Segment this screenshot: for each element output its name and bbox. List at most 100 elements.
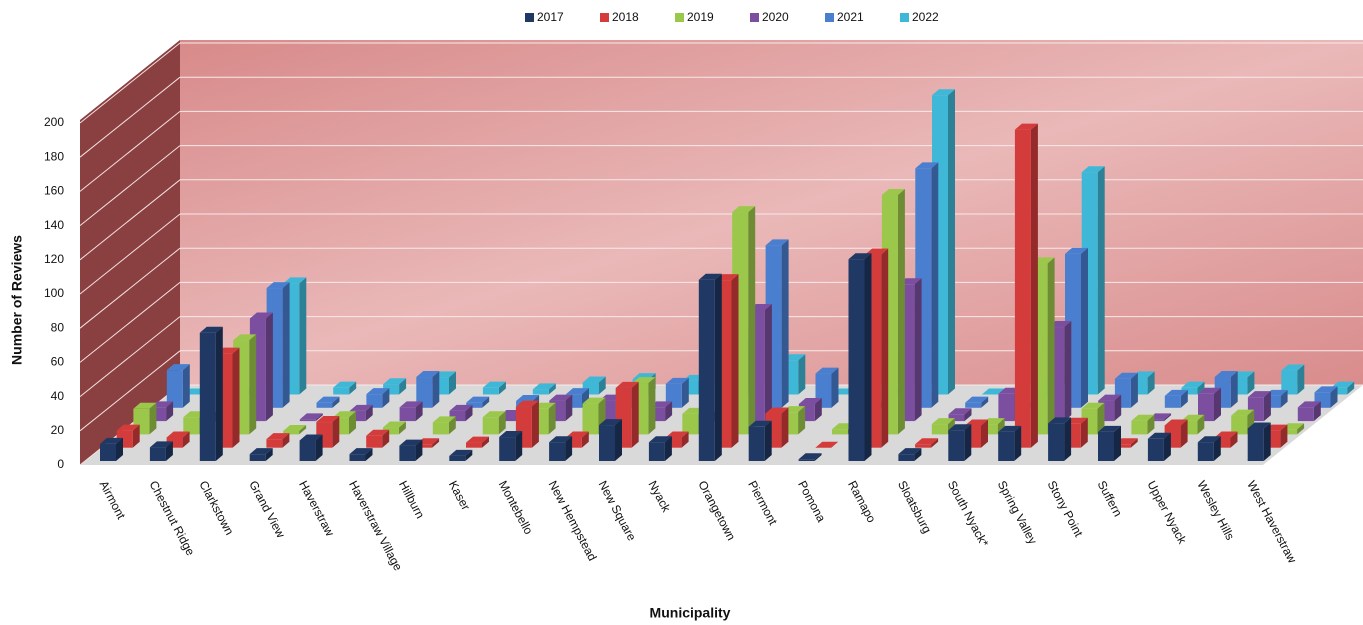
- bar: [549, 442, 566, 461]
- x-tick-label: Kaser: [446, 478, 473, 512]
- bar: [349, 410, 366, 422]
- bar: [1264, 395, 1281, 408]
- bar-side: [1114, 394, 1122, 422]
- bar-side: [399, 378, 407, 395]
- bar-side: [1230, 371, 1238, 408]
- bar-side: [432, 371, 440, 408]
- bar-side: [498, 411, 506, 435]
- bar-top: [233, 334, 257, 341]
- bar-side: [798, 406, 806, 435]
- bar-top: [948, 424, 972, 431]
- bar: [682, 413, 699, 435]
- bar-side: [1280, 424, 1288, 448]
- bar-top: [349, 448, 373, 455]
- bar-top: [1181, 414, 1205, 421]
- bar-top: [998, 425, 1022, 432]
- legend-swatch: [675, 13, 684, 22]
- bar-top: [399, 401, 423, 408]
- bar: [1114, 444, 1131, 448]
- bar: [1198, 393, 1214, 422]
- bar-side: [764, 303, 772, 422]
- bar-side: [182, 364, 190, 408]
- bar-top: [1081, 402, 1105, 409]
- bar-top: [1314, 386, 1338, 393]
- bar-side: [1064, 417, 1072, 461]
- bar: [1014, 129, 1031, 448]
- bar: [333, 387, 350, 395]
- bar-side: [448, 416, 456, 435]
- bar-side: [581, 431, 589, 448]
- bar-top: [748, 420, 772, 427]
- bar-side: [931, 438, 939, 448]
- bar: [449, 410, 466, 422]
- bar-top: [565, 431, 589, 438]
- bar: [466, 442, 482, 448]
- x-tick-label: Airmont: [97, 478, 129, 522]
- bar-side: [232, 347, 240, 448]
- y-tick-label: 40: [51, 389, 65, 403]
- bar-top: [166, 364, 190, 371]
- bar-side: [398, 421, 406, 435]
- bar-side: [1263, 391, 1271, 422]
- bar-top: [798, 398, 822, 404]
- bar: [1131, 420, 1148, 435]
- bar: [449, 455, 466, 461]
- bar-top: [249, 448, 273, 455]
- bar-top: [299, 413, 323, 420]
- bar-side: [948, 89, 955, 395]
- bar-side: [332, 396, 340, 408]
- bar-top: [582, 397, 606, 404]
- bar: [965, 402, 982, 408]
- x-tick-label: Stony Point: [1045, 478, 1086, 539]
- bar-side: [165, 441, 173, 461]
- legend-label: 2022: [912, 10, 939, 24]
- y-tick-label: 180: [44, 149, 64, 163]
- bar-side: [432, 438, 440, 448]
- bar-side: [1114, 425, 1121, 461]
- bar-side: [1064, 321, 1072, 422]
- bar-side: [548, 383, 556, 395]
- x-tick-label: Ramapo: [845, 478, 879, 525]
- x-tick-label: Chestnut Ridge: [146, 478, 197, 558]
- y-tick-label: 100: [44, 286, 64, 300]
- x-tick-label: Clarkstown: [196, 478, 236, 537]
- grid-line: [79, 76, 181, 158]
- bar-side: [415, 401, 423, 422]
- bar-side: [714, 273, 722, 461]
- y-tick-label: 0: [57, 457, 64, 471]
- bar-side: [864, 253, 872, 461]
- grid-line: [79, 282, 181, 363]
- bar-top: [349, 404, 373, 411]
- bar-side: [132, 424, 140, 448]
- bar-top: [865, 248, 889, 255]
- bar-side: [315, 413, 323, 422]
- bar-side: [182, 431, 190, 448]
- bar-side: [1130, 438, 1138, 448]
- bar-top: [765, 239, 789, 246]
- bar-side: [681, 377, 689, 408]
- bar-side: [1247, 371, 1255, 395]
- bar-top: [931, 418, 955, 425]
- bar-side: [548, 402, 556, 435]
- bar-side: [299, 424, 307, 435]
- bar: [998, 393, 1015, 422]
- bar-top: [1297, 401, 1321, 408]
- bar: [382, 427, 399, 435]
- bar: [582, 382, 599, 395]
- bar-side: [664, 436, 672, 461]
- bar-side: [1280, 389, 1288, 408]
- bar-side: [931, 162, 939, 408]
- bar: [366, 435, 383, 448]
- bar-top: [383, 378, 407, 385]
- bar: [931, 424, 948, 435]
- bar-side: [1230, 431, 1238, 448]
- bar-top: [133, 402, 157, 409]
- bar-top: [100, 437, 123, 444]
- bar-side: [648, 377, 656, 435]
- bar-top: [266, 433, 290, 440]
- bar-top: [965, 419, 988, 426]
- bar-top: [848, 253, 872, 260]
- bar-top: [366, 388, 390, 395]
- bar-top: [149, 441, 173, 448]
- x-tick-label: South Nyack*: [945, 478, 992, 549]
